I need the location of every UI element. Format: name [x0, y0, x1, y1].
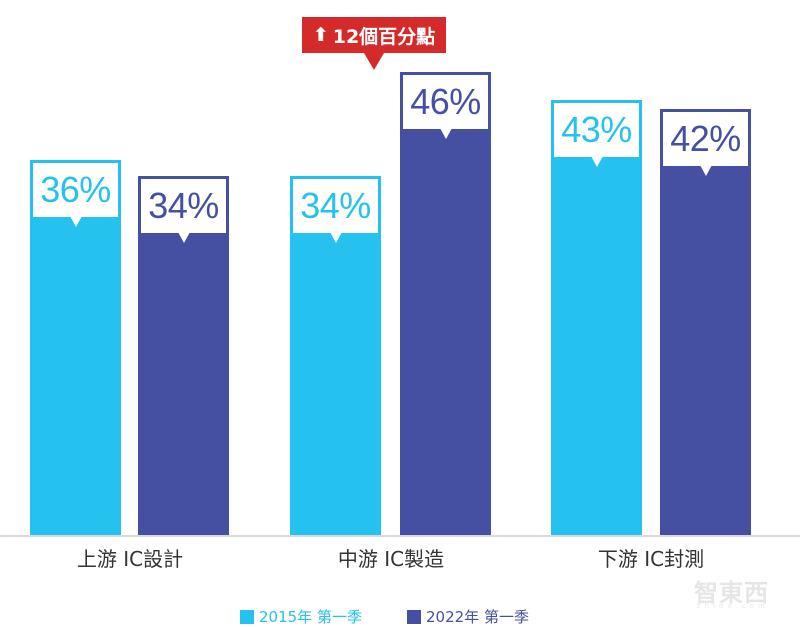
legend-label: 2022年 第一季: [426, 608, 529, 626]
legend-swatch-icon: [240, 609, 254, 624]
bar-downstream-2015: 43%: [551, 100, 642, 536]
category-label-downstream: 下游 IC封測: [597, 547, 705, 571]
data-label: 34%: [293, 179, 378, 243]
data-label-text: 42%: [670, 118, 741, 159]
callout-text: 12個百分點: [332, 25, 436, 48]
legend-item-2022: 2022年 第一季: [407, 606, 529, 627]
watermark-url: zhidx.com: [697, 602, 769, 610]
label-pointer: [699, 165, 712, 176]
legend-label: 2015年 第一季: [259, 608, 362, 626]
bar-midstream-2015: 34%: [290, 176, 381, 536]
data-label: 34%: [141, 179, 226, 243]
watermark-logo: 智東西: [694, 579, 769, 607]
data-label-text: 43%: [561, 109, 632, 150]
data-label: 46%: [403, 75, 488, 139]
data-label-text: 34%: [300, 185, 371, 226]
category-label-upstream: 上游 IC設計: [76, 547, 184, 571]
bar-upstream-2015: 36%: [30, 160, 121, 536]
data-label-text: 46%: [410, 81, 481, 122]
legend-item-2015: 2015年 第一季: [240, 606, 362, 627]
increase-callout: ⬆ 12個百分點: [302, 17, 446, 70]
callout-pointer: [364, 53, 384, 70]
label-pointer: [329, 232, 342, 243]
data-label: 42%: [663, 112, 748, 176]
data-label: 43%: [554, 103, 639, 167]
label-pointer: [177, 232, 190, 243]
legend-swatch-icon: [407, 609, 421, 624]
category-label-midstream: 中游 IC製造: [337, 547, 445, 571]
bar-upstream-2022: 34%: [138, 176, 229, 536]
label-pointer: [590, 156, 603, 167]
data-label: 36%: [33, 163, 118, 227]
data-label-text: 34%: [148, 185, 219, 226]
bar-downstream-2022: 42%: [660, 109, 751, 536]
data-label-text: 36%: [40, 169, 111, 210]
label-pointer: [69, 216, 82, 227]
up-arrow-icon: ⬆: [312, 24, 329, 46]
bar-midstream-2022: 46%: [400, 72, 491, 536]
label-pointer: [439, 128, 452, 139]
x-axis-line: [0, 535, 800, 537]
